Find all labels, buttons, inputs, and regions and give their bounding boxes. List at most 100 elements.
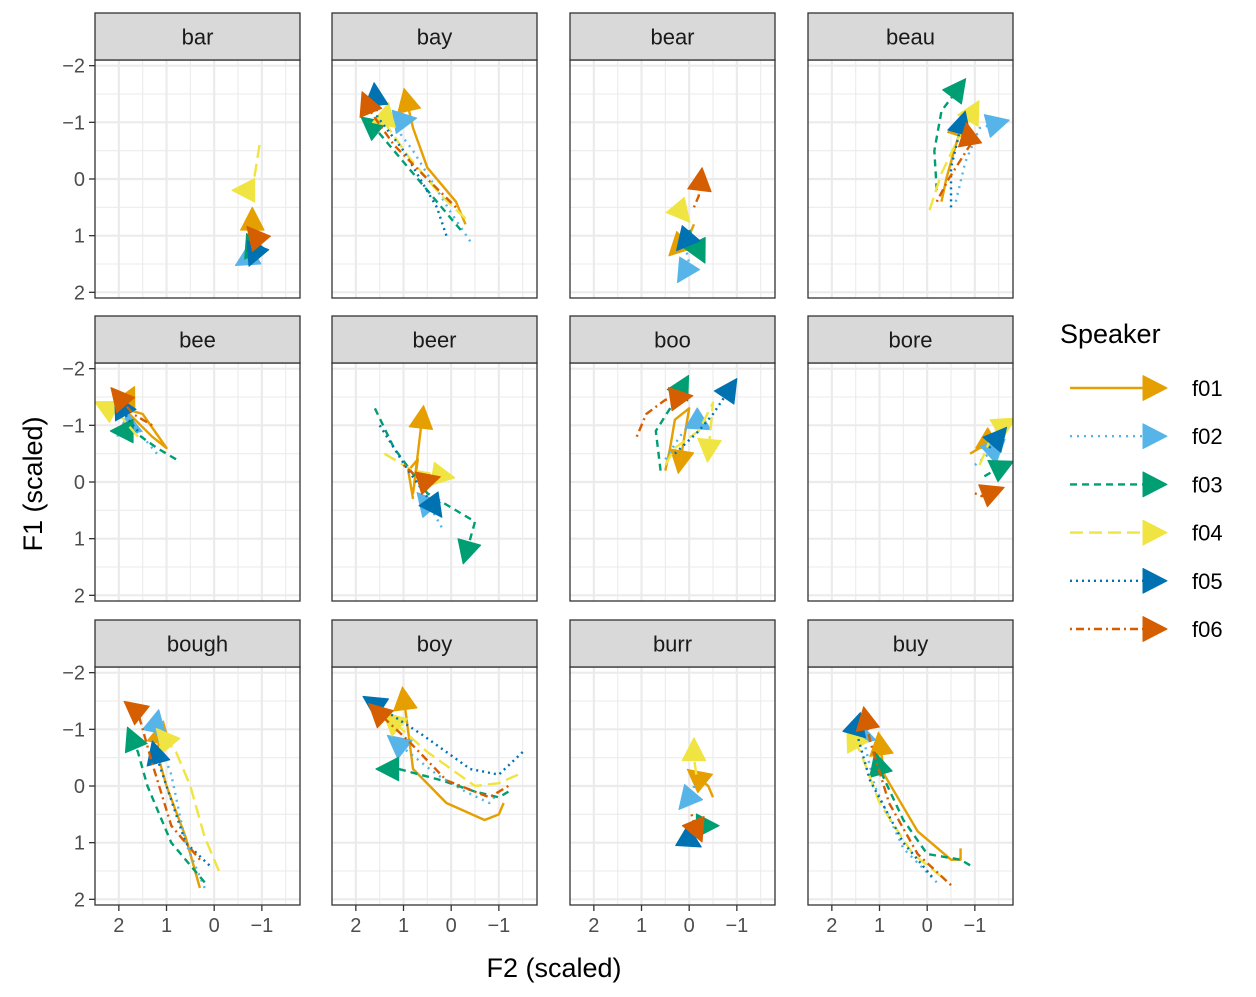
arrowhead-f04 — [231, 178, 256, 203]
x-tick-label: −1 — [487, 915, 510, 937]
panel-grid — [94, 667, 300, 905]
panel-series — [635, 374, 738, 474]
legend-item-f03: f03 — [1070, 471, 1223, 497]
arrowhead-f03 — [457, 538, 482, 565]
arrowhead-f01 — [869, 731, 894, 757]
arrowhead-f01 — [408, 405, 434, 431]
facet-strip — [569, 315, 776, 364]
y-tick-label: 1 — [74, 833, 85, 855]
legend-label: f06 — [1192, 617, 1223, 642]
legend-key-arrowhead — [1142, 567, 1168, 594]
arrowhead-f02 — [386, 734, 413, 760]
y-tick-label: 2 — [74, 889, 85, 911]
panel-buy: buy — [807, 619, 1014, 906]
series-line-f02 — [393, 739, 500, 805]
series-line-f05 — [674, 384, 734, 455]
x-tick-label: 2 — [588, 915, 599, 937]
series-line-f04 — [383, 110, 467, 220]
x-tick-label: −1 — [250, 915, 273, 937]
arrowhead-f01 — [669, 448, 695, 474]
panel-grid — [569, 667, 775, 905]
x-tick-label: 2 — [826, 915, 837, 937]
y-tick-label: 1 — [74, 529, 85, 551]
arrowhead-f02 — [983, 114, 1010, 138]
facet-strip-label: bore — [888, 328, 932, 353]
arrowhead-f06 — [687, 167, 712, 193]
series-line-f01 — [407, 413, 424, 500]
axes: −2 −1 0 1 2 −2 −1 0 1 2 −2 −1 0 1 2 2 1 0 −1 2 1 0 −1 2 1 0 −1 2 1 0 −… — [62, 56, 986, 937]
x-tick-label: 2 — [113, 915, 124, 937]
panel-boy: boy — [331, 619, 538, 906]
x-tick-label: −1 — [725, 915, 748, 937]
arrowhead-f01 — [393, 686, 418, 712]
facet-strip — [807, 12, 1014, 61]
arrowhead-f04 — [957, 100, 980, 127]
y-tick-label: 2 — [74, 585, 85, 607]
facet-strip-label: bee — [179, 328, 216, 353]
facet-strip-label: buy — [893, 632, 928, 657]
panel-bore: bore — [807, 315, 1014, 602]
legend-item-f05: f05 — [1070, 567, 1223, 594]
facet-strip — [94, 619, 301, 668]
panel-beer: beer — [331, 315, 538, 602]
facet-strip-label: burr — [653, 632, 692, 657]
series-line-f05 — [854, 720, 933, 878]
facet-panels: bar bay bear beau bee beer boo bore bough boy burr… — [94, 12, 1014, 906]
panel-series — [231, 144, 272, 267]
series-line-f06 — [115, 393, 153, 427]
arrowhead-f06 — [110, 387, 136, 414]
arrowhead-f03 — [942, 78, 967, 105]
arrowhead-f06 — [681, 815, 705, 843]
facet-strip — [94, 12, 301, 61]
arrowhead-f03 — [124, 726, 148, 754]
series-line-f03 — [983, 463, 1007, 478]
panel-series — [359, 82, 472, 243]
arrowhead-f06 — [855, 706, 880, 732]
facet-strip-label: bough — [167, 632, 228, 657]
arrowhead-f06 — [414, 471, 441, 496]
legend-label: f03 — [1192, 472, 1223, 497]
y-tick-label: 0 — [74, 472, 85, 494]
y-tick-label: −1 — [62, 112, 85, 134]
arrowhead-f05 — [676, 225, 701, 252]
legend-label: f01 — [1192, 376, 1223, 401]
x-tick-label: −1 — [963, 915, 986, 937]
panel-burr: burr — [569, 619, 776, 906]
arrowhead-f05 — [418, 491, 443, 518]
series-line-f06 — [864, 714, 952, 887]
facet-strip — [569, 12, 776, 61]
panel-series — [123, 700, 221, 889]
y-tick-label: 0 — [74, 776, 85, 798]
series-line-f03 — [118, 429, 177, 461]
arrowhead-f04 — [681, 737, 707, 762]
facet-strip — [569, 619, 776, 668]
y-tick-label: −1 — [62, 415, 85, 437]
arrowhead-f03 — [375, 756, 400, 782]
arrowhead-f02 — [142, 709, 167, 735]
facet-strip-label: boo — [654, 328, 691, 353]
legend-item-f06: f06 — [1070, 616, 1223, 642]
series-line-f05 — [373, 91, 448, 237]
arrowhead-f04 — [665, 196, 691, 223]
series-line-f06 — [130, 705, 201, 861]
facet-strip — [94, 315, 301, 364]
facet-strip-label: beer — [412, 328, 456, 353]
series-line-f04 — [160, 734, 221, 872]
legend-key-arrowhead — [1142, 375, 1168, 401]
facet-strip-label: beau — [886, 25, 935, 50]
arrowhead-f04 — [382, 711, 409, 737]
x-tick-label: 1 — [161, 915, 172, 937]
x-axis-title: F2 (scaled) — [486, 953, 621, 983]
panel-series — [842, 706, 971, 887]
arrowhead-f06 — [978, 484, 1005, 508]
y-tick-label: −2 — [62, 56, 85, 78]
legend-label: f05 — [1192, 569, 1223, 594]
arrowhead-f06 — [246, 225, 272, 252]
panel-series — [373, 405, 482, 565]
legend-key-arrowhead — [1142, 423, 1168, 450]
x-tick-label: 0 — [922, 915, 933, 937]
series-line-f03 — [129, 734, 206, 884]
series-line-f04 — [388, 717, 519, 788]
x-tick-label: 2 — [350, 915, 361, 937]
facet-strip-label: bear — [650, 25, 694, 50]
